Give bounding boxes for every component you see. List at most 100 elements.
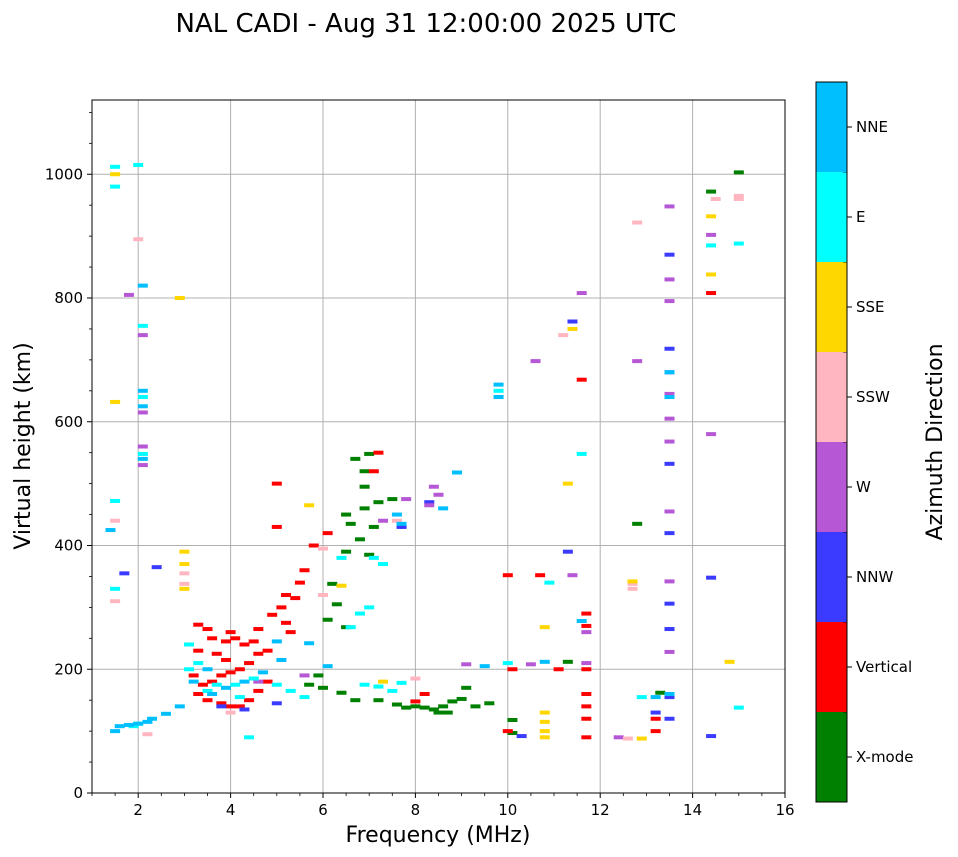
data-point xyxy=(133,162,144,167)
data-point xyxy=(627,586,638,591)
data-point xyxy=(110,184,121,189)
x-tick-label: 4 xyxy=(226,801,236,819)
data-point xyxy=(137,333,148,338)
colorbar-swatch-x-mode xyxy=(816,712,847,802)
data-point xyxy=(119,571,130,576)
data-point xyxy=(225,704,236,709)
data-point xyxy=(470,704,481,709)
data-point xyxy=(576,291,587,296)
data-point xyxy=(627,581,638,586)
data-point xyxy=(331,602,342,607)
data-point xyxy=(387,688,398,693)
data-point xyxy=(220,639,231,644)
data-point xyxy=(137,456,148,461)
data-point xyxy=(193,661,204,666)
data-point xyxy=(664,601,675,606)
data-point xyxy=(396,524,407,529)
data-point xyxy=(447,699,458,704)
series-nne xyxy=(105,283,675,734)
y-axis: 0 200 400 600 800 1000 xyxy=(45,111,92,802)
data-point xyxy=(262,679,273,684)
data-point xyxy=(396,680,407,685)
data-points xyxy=(105,162,744,741)
data-point xyxy=(493,388,504,393)
data-point xyxy=(202,667,213,672)
data-point xyxy=(581,704,592,709)
data-point xyxy=(664,579,675,584)
data-point xyxy=(706,272,717,277)
data-point xyxy=(507,667,518,672)
data-point xyxy=(253,627,264,632)
data-point xyxy=(202,688,213,693)
y-tick-label: 1000 xyxy=(45,165,83,183)
data-point xyxy=(133,237,144,242)
data-point xyxy=(350,698,361,703)
data-point xyxy=(193,648,204,653)
data-point xyxy=(502,729,513,734)
data-point xyxy=(364,552,375,557)
data-point xyxy=(341,549,352,554)
data-point xyxy=(401,497,412,502)
data-point xyxy=(706,291,717,296)
colorbar-tick-label: W xyxy=(856,478,871,496)
colorbar-swatch-w xyxy=(816,442,847,532)
data-point xyxy=(281,593,292,597)
colorbar-swatch-nnw xyxy=(816,532,847,622)
data-point xyxy=(733,193,744,198)
data-point xyxy=(724,659,735,664)
data-point xyxy=(479,664,490,669)
data-point xyxy=(424,503,435,508)
data-point xyxy=(493,395,504,399)
y-axis-label: Virtual height (km) xyxy=(11,342,36,549)
colorbar-swatch-sse xyxy=(816,262,847,352)
data-point xyxy=(179,562,190,567)
data-point xyxy=(207,636,218,641)
data-point xyxy=(632,359,643,364)
data-point xyxy=(562,659,573,664)
data-point xyxy=(354,537,365,542)
data-point xyxy=(322,664,333,669)
data-point xyxy=(239,642,250,647)
data-point xyxy=(368,555,379,560)
data-point xyxy=(581,667,592,672)
data-point xyxy=(391,518,402,523)
data-point xyxy=(336,690,347,695)
data-point xyxy=(378,518,389,523)
data-point xyxy=(123,722,134,727)
data-point xyxy=(733,197,744,201)
data-point xyxy=(664,395,675,399)
data-point xyxy=(271,481,282,486)
x-tick-label: 6 xyxy=(318,801,328,819)
data-point xyxy=(525,662,536,667)
data-point xyxy=(110,164,121,169)
data-point xyxy=(137,395,148,399)
data-point xyxy=(271,639,282,644)
x-tick-label: 2 xyxy=(133,801,143,819)
data-point xyxy=(438,704,449,709)
data-point xyxy=(137,463,148,468)
data-point xyxy=(364,605,375,610)
data-point xyxy=(544,580,555,585)
data-point xyxy=(733,241,744,246)
data-point xyxy=(456,696,467,701)
data-point xyxy=(207,692,218,696)
data-point xyxy=(581,630,592,635)
data-point xyxy=(327,581,338,586)
data-point xyxy=(110,729,121,734)
colorbar-tick-label: NNE xyxy=(856,118,888,136)
data-point xyxy=(110,498,121,503)
data-point xyxy=(276,657,287,662)
data-point xyxy=(378,679,389,684)
data-point xyxy=(373,698,384,703)
data-point xyxy=(664,416,675,421)
data-point xyxy=(535,573,546,578)
data-point xyxy=(137,323,148,328)
series-w xyxy=(123,204,717,740)
data-point xyxy=(267,612,278,617)
data-point xyxy=(142,732,153,737)
data-point xyxy=(197,682,208,687)
data-point xyxy=(396,521,407,526)
data-point xyxy=(313,673,324,678)
data-point xyxy=(188,679,199,684)
data-point xyxy=(562,481,573,486)
